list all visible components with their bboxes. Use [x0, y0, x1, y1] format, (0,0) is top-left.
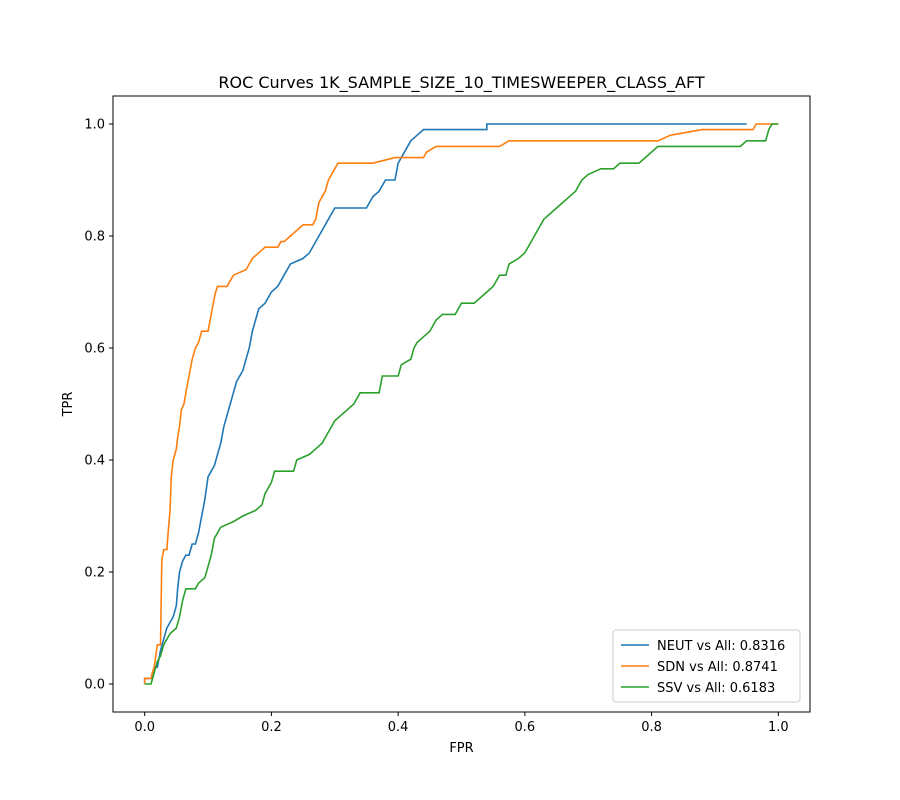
legend-box	[612, 629, 801, 703]
legend-entry-2: SDN vs All: 0.8741	[657, 660, 778, 675]
x-tick-label: 0.6	[515, 720, 536, 735]
y-tick-label: 0.6	[84, 342, 105, 357]
y-tick-label: 0.4	[84, 454, 105, 469]
series-line-1	[143, 123, 747, 684]
chart-title: ROC Curves 1K_SAMPLE_SIZE_10_TIMESWEEPER…	[218, 73, 705, 93]
series-line-3	[144, 123, 779, 685]
y-axis-label: TPR	[61, 392, 76, 418]
y-tick-label: 0.2	[84, 566, 105, 581]
legend: NEUT vs All: 0.8316 SDN vs All: 0.8741 SSV…	[612, 629, 801, 703]
axes-frame	[112, 95, 811, 713]
legend-entry-3: SSV vs All: 0.6183	[657, 681, 775, 696]
legend-entry-1: NEUT vs All: 0.8316	[657, 639, 785, 654]
y-tick-label: 0.0	[84, 678, 105, 693]
plot-area: 0.0 0.2 0.4 0.6 0.8 1.0 0.0 0.2 0.4 0.6 0.8 1.0	[84, 95, 811, 735]
x-tick-label: 1.0	[768, 720, 789, 735]
x-tick-label: 0.4	[388, 720, 409, 735]
x-axis-label: FPR	[449, 741, 473, 756]
y-tick-label: 1.0	[84, 118, 105, 133]
x-tick-label: 0.2	[261, 720, 282, 735]
x-tick-label: 0.0	[134, 720, 155, 735]
y-tick-label: 0.8	[84, 230, 105, 245]
series-line-2	[143, 123, 779, 684]
x-tick-label: 0.8	[641, 720, 662, 735]
